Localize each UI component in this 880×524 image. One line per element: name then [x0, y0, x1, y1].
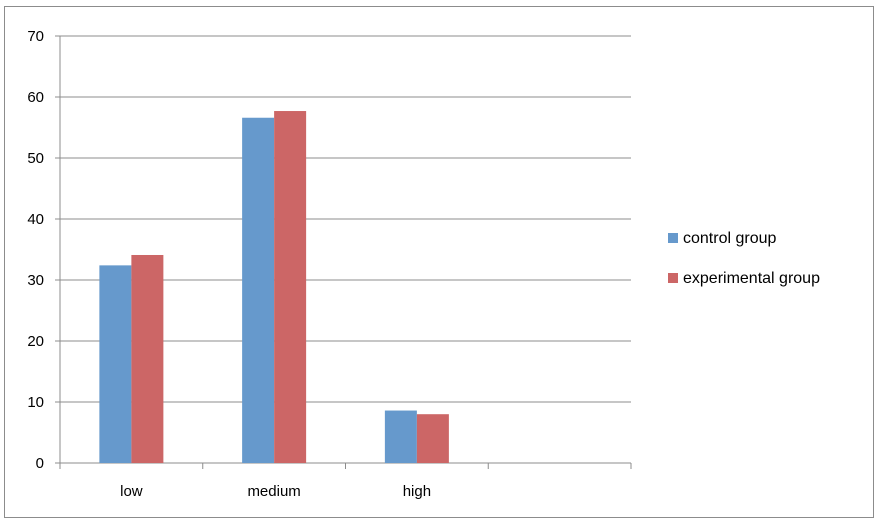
bar-control-group-low: [99, 265, 132, 463]
bar-control-group-medium: [242, 117, 275, 464]
legend: control group experimental group: [668, 230, 820, 287]
bar-experimental-group-low: [131, 254, 164, 463]
x-tick-label: low: [120, 483, 143, 500]
tick-labels: 0 10 20 30 40 50 60 70 low medium high: [27, 28, 431, 500]
y-tick-label: 20: [27, 333, 44, 350]
bars: [99, 111, 449, 464]
x-tick-label: high: [403, 483, 431, 500]
y-tick-label: 60: [27, 89, 44, 106]
x-tick-label: medium: [247, 483, 300, 500]
y-tick-label: 70: [27, 28, 44, 45]
y-tick-label: 40: [27, 211, 44, 228]
legend-swatch: [668, 273, 678, 283]
y-tick-label: 50: [27, 150, 44, 167]
bar-control-group-high: [384, 410, 417, 463]
y-tick-label: 0: [36, 455, 44, 472]
bar-experimental-group-medium: [274, 111, 307, 463]
legend-label: control group: [683, 230, 776, 247]
y-tick-label: 30: [27, 272, 44, 289]
legend-swatch: [668, 233, 678, 243]
y-tick-label: 10: [27, 394, 44, 411]
legend-label: experimental group: [683, 270, 820, 287]
bar-experimental-group-high: [416, 414, 449, 463]
